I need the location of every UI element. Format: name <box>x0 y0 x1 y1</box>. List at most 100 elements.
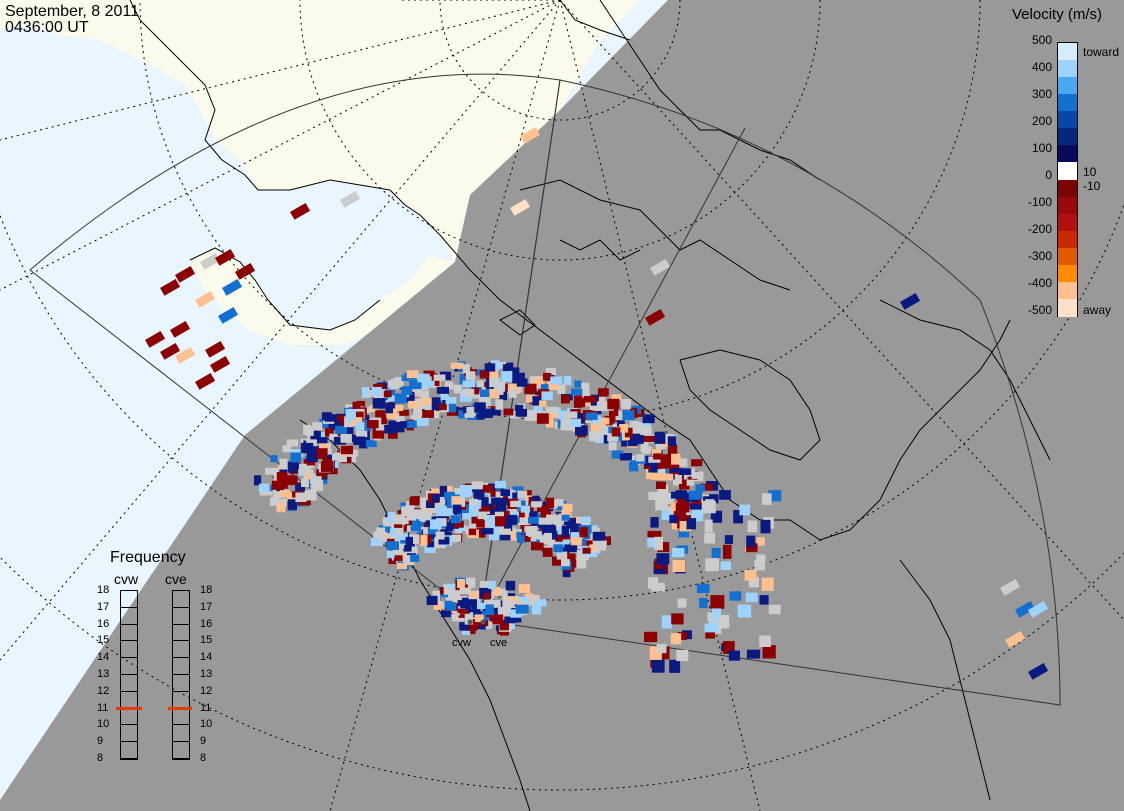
velocity-cell <box>195 373 216 390</box>
freq-cell <box>173 675 189 692</box>
freq-cell <box>173 591 189 608</box>
velocity-cell <box>596 401 609 411</box>
velocity-cell <box>512 486 524 494</box>
velocity-cell <box>746 535 756 548</box>
velocity-cell <box>406 370 419 379</box>
velocity-cell <box>585 412 598 420</box>
velocity-cell <box>205 341 226 358</box>
velocity-cell <box>464 613 473 625</box>
velocity-legend-title: Velocity (m/s) <box>1012 6 1103 23</box>
frequency-title: Frequency <box>110 549 186 566</box>
velocity-cell <box>679 479 690 490</box>
velocity-cell <box>401 506 411 517</box>
velocity-cell <box>421 513 432 523</box>
velocity-cell <box>414 387 423 396</box>
velocity-cell <box>457 597 469 607</box>
freq-cell <box>121 725 137 743</box>
freq-scale-left: 9 <box>97 735 104 748</box>
tick-0: 0 <box>1045 168 1052 182</box>
velocity-cell <box>505 580 516 591</box>
velocity-cell <box>421 398 432 405</box>
velocity-cell <box>561 514 570 521</box>
velocity-cell <box>495 516 506 527</box>
velocity-cell <box>375 424 387 431</box>
velocity-cell <box>393 546 403 556</box>
velocity-cell <box>576 413 586 424</box>
velocity-cell <box>488 580 496 589</box>
velocity-cell <box>662 440 670 447</box>
velocity-cell <box>375 410 386 418</box>
freq-scale-right: 16 <box>200 617 213 630</box>
velocity-cell <box>471 481 483 490</box>
velocity-cell <box>630 460 637 468</box>
velocity-cell <box>509 410 519 419</box>
freq-scale-right: 17 <box>200 600 213 613</box>
velocity-cell <box>459 490 471 498</box>
velocity-cell <box>473 527 486 538</box>
velocity-cell <box>271 480 285 490</box>
velocity-cell <box>497 507 506 515</box>
velocity-cell <box>510 500 522 508</box>
velocity-cell <box>656 643 667 654</box>
velocity-cell <box>647 537 657 548</box>
velocity-cell <box>286 461 299 469</box>
velocity-cell <box>474 402 486 413</box>
velocity-cell <box>768 490 782 502</box>
velocity-cell <box>483 515 496 523</box>
velocity-cell <box>458 410 466 419</box>
velocity-cell <box>745 592 758 603</box>
velocity-cell <box>545 368 557 375</box>
velocity-cell <box>499 619 509 631</box>
velocity-cell <box>515 604 529 614</box>
velocity-cell <box>562 503 573 513</box>
velocity-cell <box>411 519 425 527</box>
velocity-cell <box>353 411 364 422</box>
velocity-cell <box>622 410 635 421</box>
velocity-cell <box>370 538 384 546</box>
velocity-cell <box>660 460 668 469</box>
velocity-cell <box>539 400 547 407</box>
freq-box-cvw <box>120 590 138 760</box>
velocity-cell <box>570 532 582 544</box>
velocity-cell <box>589 404 598 413</box>
colorbar-segment <box>1058 196 1077 215</box>
velocity-cell <box>583 396 597 403</box>
velocity-cell <box>404 545 412 552</box>
velocity-cell <box>324 414 335 422</box>
velocity-cell <box>524 410 536 421</box>
velocity-cell <box>483 592 491 600</box>
velocity-cell <box>295 482 306 492</box>
velocity-cell <box>490 360 500 371</box>
velocity-cell <box>286 492 296 502</box>
velocity-cell <box>466 407 476 416</box>
velocity-cell <box>349 417 363 426</box>
velocity-cell <box>392 514 406 525</box>
velocity-cell <box>574 380 582 388</box>
velocity-cell <box>645 309 666 326</box>
velocity-cell <box>455 525 467 532</box>
freq-cell <box>173 608 189 625</box>
velocity-cell <box>476 409 485 420</box>
velocity-cell <box>450 362 464 369</box>
colorbar-segment <box>1058 111 1077 129</box>
velocity-cell <box>661 434 674 444</box>
velocity-cell <box>431 488 442 497</box>
velocity-cell <box>258 483 270 492</box>
velocity-cell <box>235 263 256 280</box>
velocity-cell <box>441 610 451 618</box>
velocity-cell <box>567 517 576 529</box>
colorbar-segment <box>1058 128 1077 146</box>
velocity-cell <box>554 514 563 526</box>
velocity-cell <box>517 490 528 499</box>
colorbar-segment <box>1058 230 1077 249</box>
velocity-cell <box>300 468 311 475</box>
velocity-cell <box>504 616 516 624</box>
velocity-cell <box>326 454 337 462</box>
velocity-colorbar <box>1057 42 1078 317</box>
velocity-cell <box>444 600 453 608</box>
label-m10: -10 <box>1083 179 1101 193</box>
velocity-cell <box>759 595 769 605</box>
velocity-cell <box>575 425 588 436</box>
